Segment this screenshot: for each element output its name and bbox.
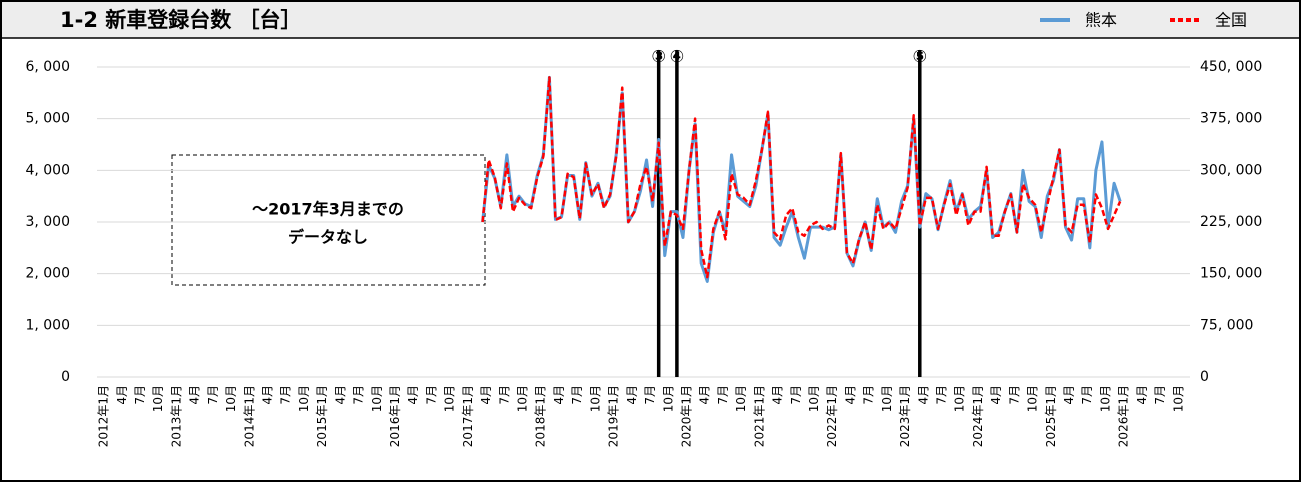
event-label: ⑤ bbox=[913, 47, 927, 67]
x-tick-label: 10月 bbox=[516, 385, 530, 412]
x-tick-label: 2025年1月 bbox=[1044, 385, 1058, 447]
x-tick-label: 2012年1月 bbox=[97, 385, 111, 447]
y-tick-label: 2, 000 bbox=[25, 266, 70, 282]
event-label: ③ bbox=[651, 47, 665, 67]
x-tick-label: 7月 bbox=[133, 385, 147, 405]
x-tick-label: 10月 bbox=[661, 385, 675, 412]
x-tick-label: 4月 bbox=[916, 385, 930, 405]
x-tick-label: 10月 bbox=[734, 385, 748, 412]
x-tick-label: 7月 bbox=[935, 385, 949, 405]
y-tick-label: 5, 000 bbox=[25, 111, 70, 127]
header-band bbox=[2, 2, 1299, 38]
x-tick-label: 2019年1月 bbox=[607, 385, 621, 447]
x-tick-label: 7月 bbox=[424, 385, 438, 405]
x-tick-label: 7月 bbox=[497, 385, 511, 405]
x-tick-label: 7月 bbox=[789, 385, 803, 405]
y2-tick-label: 75, 000 bbox=[1200, 317, 1253, 333]
x-tick-label: 4月 bbox=[1062, 385, 1076, 405]
chart-title: 1-2 新車登録台数 ［台］ bbox=[60, 8, 302, 32]
x-tick-label: 4月 bbox=[115, 385, 129, 405]
x-tick-label: 10月 bbox=[297, 385, 311, 412]
x-tick-label: 7月 bbox=[716, 385, 730, 405]
x-tick-label: 10月 bbox=[880, 385, 894, 412]
x-tick-label: 2015年1月 bbox=[315, 385, 329, 447]
x-tick-label: 4月 bbox=[552, 385, 566, 405]
x-tick-label: 7月 bbox=[570, 385, 584, 405]
x-tick-label: 10月 bbox=[224, 385, 238, 412]
x-tick-label: 2021年1月 bbox=[752, 385, 766, 447]
y-tick-label: 6, 000 bbox=[25, 59, 70, 75]
legend-label: 熊本 bbox=[1085, 11, 1117, 30]
box-note: データなし bbox=[288, 228, 368, 247]
x-tick-label: 2017年1月 bbox=[461, 385, 475, 447]
x-tick-label: 2018年1月 bbox=[534, 385, 548, 447]
no-data-box bbox=[171, 154, 486, 286]
x-tick-label: 2024年1月 bbox=[971, 385, 985, 447]
y-tick-label: 3, 000 bbox=[25, 214, 70, 230]
y-tick-label: 4, 000 bbox=[25, 162, 70, 178]
x-tick-label: 2014年1月 bbox=[242, 385, 256, 447]
x-tick-label: 7月 bbox=[279, 385, 293, 405]
series-line bbox=[481, 76, 1122, 279]
x-tick-label: 7月 bbox=[862, 385, 876, 405]
x-tick-label: 4月 bbox=[843, 385, 857, 405]
x-tick-label: 2016年1月 bbox=[388, 385, 402, 447]
y-tick-label: 1, 000 bbox=[25, 317, 70, 333]
x-tick-label: 7月 bbox=[352, 385, 366, 405]
x-tick-label: 4月 bbox=[333, 385, 347, 405]
x-tick-label: 4月 bbox=[479, 385, 493, 405]
x-tick-label: 7月 bbox=[1080, 385, 1094, 405]
x-tick-label: 4月 bbox=[1135, 385, 1149, 405]
x-tick-label: 10月 bbox=[1098, 385, 1112, 412]
x-tick-label: 2013年1月 bbox=[169, 385, 183, 447]
x-tick-label: 7月 bbox=[643, 385, 657, 405]
x-tick-label: 4月 bbox=[989, 385, 1003, 405]
y2-tick-label: 225, 000 bbox=[1200, 214, 1262, 230]
x-tick-label: 4月 bbox=[698, 385, 712, 405]
x-tick-label: 4月 bbox=[771, 385, 785, 405]
x-tick-label: 2023年1月 bbox=[898, 385, 912, 447]
y2-tick-label: 375, 000 bbox=[1200, 111, 1262, 127]
x-tick-label: 10月 bbox=[807, 385, 821, 412]
legend-label: 全国 bbox=[1215, 11, 1247, 30]
x-tick-label: 2022年1月 bbox=[825, 385, 839, 447]
x-tick-label: 10月 bbox=[588, 385, 602, 412]
y-tick-label: 0 bbox=[61, 369, 70, 385]
x-tick-label: 10月 bbox=[953, 385, 967, 412]
x-tick-label: 4月 bbox=[260, 385, 274, 405]
event-label: ④ bbox=[670, 47, 684, 67]
x-tick-label: 4月 bbox=[625, 385, 639, 405]
x-tick-label: 7月 bbox=[206, 385, 220, 405]
y2-tick-label: 450, 000 bbox=[1200, 59, 1262, 75]
box-note: ～2017年3月までの bbox=[252, 200, 404, 219]
x-tick-label: 7月 bbox=[1007, 385, 1021, 405]
x-tick-label: 4月 bbox=[406, 385, 420, 405]
x-tick-label: 10月 bbox=[151, 385, 165, 412]
x-tick-label: 10月 bbox=[443, 385, 457, 412]
x-tick-label: 4月 bbox=[188, 385, 202, 405]
x-tick-label: 2020年1月 bbox=[679, 385, 693, 447]
x-tick-label: 10月 bbox=[1026, 385, 1040, 412]
y2-tick-label: 0 bbox=[1200, 369, 1209, 385]
x-tick-label: 10月 bbox=[370, 385, 384, 412]
y2-tick-label: 150, 000 bbox=[1200, 266, 1262, 282]
x-tick-label: 7月 bbox=[1153, 385, 1167, 405]
y2-tick-label: 300, 000 bbox=[1200, 162, 1262, 178]
x-tick-label: 10月 bbox=[1171, 385, 1185, 412]
x-tick-label: 2026年1月 bbox=[1117, 385, 1131, 447]
